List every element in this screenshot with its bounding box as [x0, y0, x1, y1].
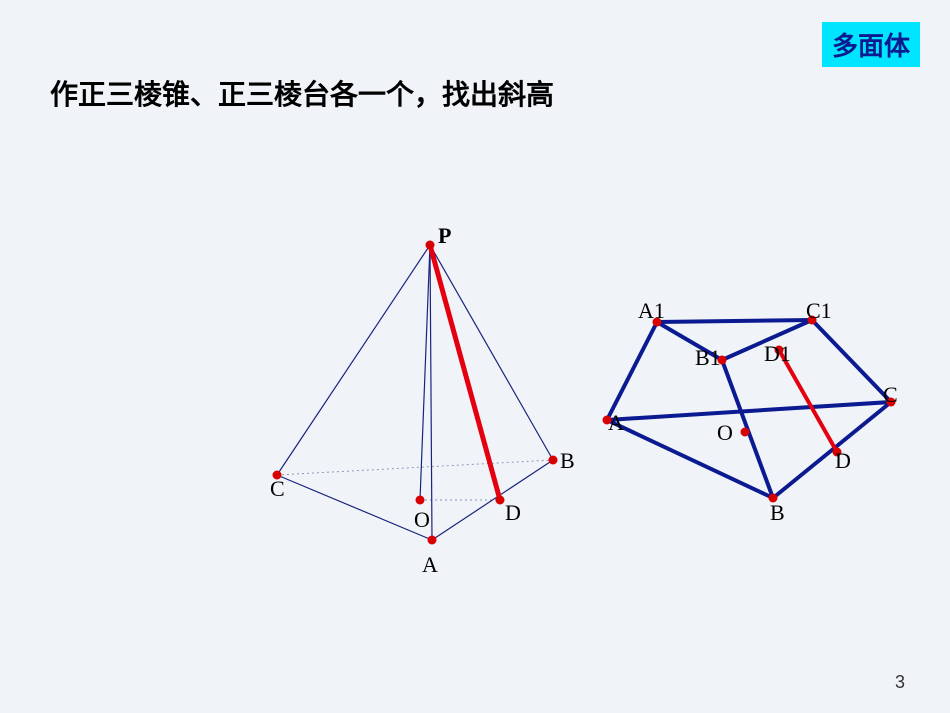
label-C-pyr: C: [270, 476, 285, 502]
label-D1: D1: [764, 341, 791, 367]
page-number: 3: [895, 672, 905, 693]
frustum-diagram: [0, 0, 950, 713]
label-D-pyr: D: [505, 500, 521, 526]
label-A-fru: A: [608, 410, 624, 436]
diagram-area: P A B C O D A B C A1 B1 C1 D D1 O: [0, 220, 950, 640]
label-B-pyr: B: [560, 448, 575, 474]
label-B-fru: B: [770, 500, 785, 526]
label-O-pyr: O: [414, 507, 430, 533]
label-P: P: [438, 223, 451, 249]
label-C-fru: C: [883, 382, 898, 408]
label-D-fru: D: [835, 448, 851, 474]
label-B1: B1: [695, 345, 721, 371]
label-A1: A1: [638, 298, 665, 324]
label-A-pyr: A: [422, 552, 438, 578]
label-C1: C1: [806, 298, 832, 324]
label-O-fru: O: [717, 420, 733, 446]
